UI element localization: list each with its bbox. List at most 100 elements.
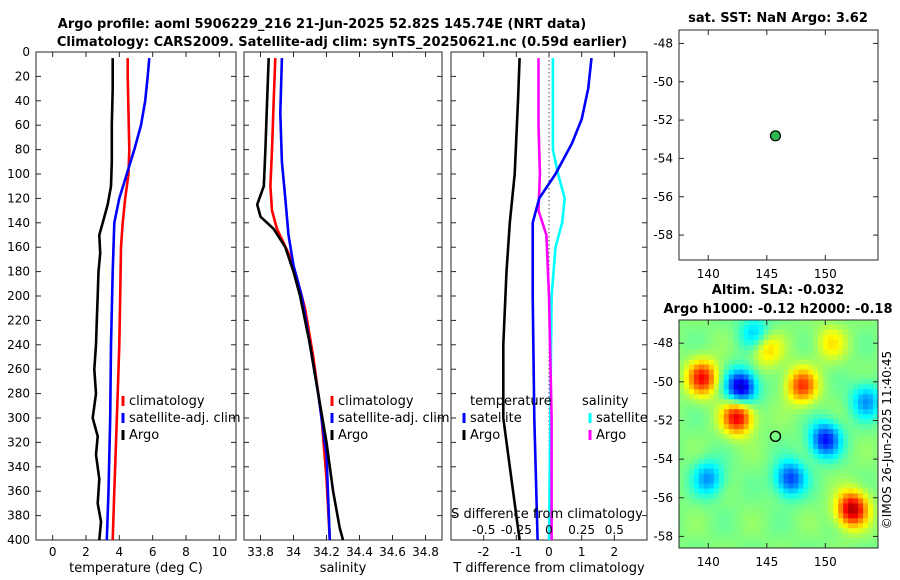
sla-cell — [718, 384, 725, 390]
sla-cell — [818, 438, 824, 445]
sla-cell — [838, 483, 844, 489]
sla-cell — [733, 409, 740, 415]
sla-cell — [773, 399, 779, 405]
sla-cell — [833, 429, 839, 435]
sla-cell — [808, 458, 814, 465]
sla-cell — [833, 399, 839, 405]
sla-cell — [753, 443, 760, 450]
sla-cell — [693, 339, 700, 346]
sla-cell — [813, 349, 819, 356]
sla-cell — [873, 438, 879, 445]
sla-cell — [808, 324, 814, 331]
sla-cell — [863, 424, 869, 430]
sla-cell — [868, 339, 874, 346]
sla-cell — [818, 463, 824, 470]
sla-cell — [793, 468, 799, 475]
sla-cell — [778, 448, 784, 455]
sla-cell — [798, 384, 804, 390]
sla-cell — [793, 458, 799, 465]
sla-cell — [818, 419, 824, 425]
sla-cell — [728, 543, 735, 549]
sla-cell — [863, 324, 869, 331]
sla-cell — [813, 414, 819, 420]
sla-cell — [803, 320, 809, 326]
sla-cell — [778, 334, 784, 341]
sla-cell — [728, 354, 735, 361]
sla-cell — [698, 508, 705, 514]
sla-cell — [698, 503, 705, 509]
sla-cell — [679, 359, 685, 366]
sla-cell — [808, 498, 814, 504]
sla-cell — [698, 359, 705, 366]
sla-cell — [793, 389, 799, 395]
sla-cell — [718, 349, 725, 356]
sla-cell — [818, 429, 824, 435]
sla-cell — [738, 404, 745, 410]
sla-cell — [708, 543, 715, 549]
sla-cell — [813, 429, 819, 435]
sla-cell — [703, 443, 710, 450]
sla-cell — [753, 364, 760, 370]
sla-cell — [778, 404, 784, 410]
sla-cell — [763, 463, 769, 470]
sla-cell — [748, 384, 755, 390]
sla-cell — [743, 320, 750, 326]
sla-cell — [713, 369, 720, 375]
sla-cell — [858, 394, 864, 400]
sla-cell — [853, 339, 859, 346]
sla-cell — [868, 409, 874, 415]
sla-cell — [873, 503, 879, 509]
sla-cell — [788, 463, 794, 470]
sla-cell — [788, 429, 794, 435]
sla-cell — [803, 543, 809, 549]
sla-cell — [858, 339, 864, 346]
sla-cell — [778, 379, 784, 385]
sla-cell — [738, 533, 745, 539]
sla-cell — [838, 503, 844, 509]
sla-cell — [863, 453, 869, 460]
sla-cell — [858, 498, 864, 504]
sla-cell — [838, 419, 844, 425]
sla-cell — [843, 503, 849, 509]
sla-cell — [718, 320, 725, 326]
sla-cell — [713, 498, 720, 504]
sla-cell — [783, 404, 789, 410]
sla-cell — [773, 473, 779, 480]
sla-cell — [873, 334, 879, 341]
sla-cell — [698, 419, 705, 425]
series-satellite-adj-clim — [105, 57, 151, 541]
sla-cell — [708, 458, 715, 465]
sla-cell — [693, 443, 700, 450]
sla-cell — [748, 419, 755, 425]
sla-cell — [828, 538, 834, 544]
sla-cell — [718, 429, 725, 435]
sla-cell — [833, 354, 839, 361]
sla-cell — [803, 394, 809, 400]
sla-cell — [763, 468, 769, 475]
sla-cell — [753, 513, 760, 519]
sla-cell — [708, 349, 715, 356]
sla-cell — [853, 434, 859, 440]
sla-cell — [679, 344, 685, 351]
sla-cell — [758, 533, 764, 539]
x-tick-label: 34.8 — [412, 545, 439, 559]
sla-cell — [688, 379, 695, 385]
sla-cell — [838, 458, 844, 465]
sla-cell — [783, 389, 789, 395]
sla-cell — [713, 329, 720, 336]
sla-cell — [788, 543, 794, 549]
sla-cell — [753, 543, 760, 549]
sla-cell — [788, 344, 794, 351]
sla-cell — [738, 493, 745, 499]
sla-cell — [783, 448, 789, 455]
sla-cell — [723, 538, 730, 544]
sla-cell — [728, 538, 735, 544]
sla-cell — [758, 339, 764, 346]
sla-cell — [803, 473, 809, 480]
sla-cell — [813, 453, 819, 460]
sla-cell — [718, 339, 725, 346]
sla-cell — [818, 443, 824, 450]
sla-cell — [688, 543, 695, 549]
sla-cell — [713, 364, 720, 370]
sla-cell — [743, 369, 750, 375]
